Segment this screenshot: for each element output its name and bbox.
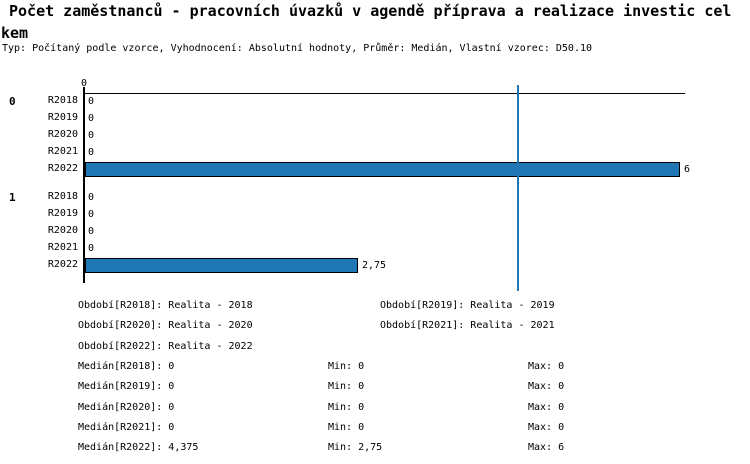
row-label: R2020: [47, 129, 78, 140]
legend-period-entry: Období[R2019]: Realita - 2019: [380, 300, 555, 311]
legend-stat-entry: Max: 0: [528, 381, 565, 392]
bar-value-label: 0: [88, 209, 95, 220]
row-label: R2019: [47, 112, 78, 123]
bar: [85, 162, 680, 177]
legend-stat-entry: Medián[R2021]: 0: [78, 422, 175, 433]
bar-value-label: 0: [88, 130, 95, 141]
legend-stat-entry: Max: 0: [528, 422, 565, 433]
chart-subtitle: Typ: Počítaný podle vzorce, Vyhodnocení:…: [2, 43, 593, 54]
legend-stat-entry: Min: 0: [328, 361, 365, 372]
legend-stat-entry: Min: 0: [328, 402, 365, 413]
legend-stat-entry: Min: 0: [328, 381, 365, 392]
legend-period-entry: Období[R2021]: Realita - 2021: [380, 320, 555, 331]
legend-stat-entry: Medián[R2020]: 0: [78, 402, 175, 413]
legend-stat-entry: Min: 0: [328, 422, 365, 433]
row-label: R2021: [47, 242, 78, 253]
bar-value-label: 0: [88, 147, 95, 158]
row-label: R2018: [47, 95, 78, 106]
legend-stat-entry: Max: 0: [528, 361, 565, 372]
bar-value-label: 0: [88, 243, 95, 254]
group-label: 0: [9, 95, 16, 108]
bar: [85, 258, 358, 273]
y-axis-line: [83, 87, 85, 283]
legend-stat-entry: Medián[R2018]: 0: [78, 361, 175, 372]
group-label: 1: [9, 191, 16, 204]
legend-stat-entry: Medián[R2022]: 4,375: [78, 442, 199, 453]
row-label: R2021: [47, 146, 78, 157]
bar-value-label: 0: [88, 226, 95, 237]
row-label: R2018: [47, 191, 78, 202]
row-label: R2022: [47, 163, 78, 174]
legend-stat-entry: Max: 0: [528, 402, 565, 413]
bar-value-label: 2,75: [362, 260, 387, 271]
legend-period-entry: Období[R2018]: Realita - 2018: [78, 300, 253, 311]
legend-period-entry: Období[R2022]: Realita - 2022: [78, 341, 253, 352]
legend-stat-entry: Medián[R2019]: 0: [78, 381, 175, 392]
chart-title-line1: Počet zaměstnanců - pracovních úvazků v …: [9, 2, 732, 20]
row-label: R2019: [47, 208, 78, 219]
x-axis-tick-label: 0: [80, 78, 88, 89]
bar-value-label: 0: [88, 113, 95, 124]
legend-period-entry: Období[R2020]: Realita - 2020: [78, 320, 253, 331]
row-label: R2022: [47, 259, 78, 270]
legend-stat-entry: Max: 6: [528, 442, 565, 453]
bar-value-label: 0: [88, 96, 95, 107]
plot-top-border: [84, 93, 685, 94]
row-label: R2020: [47, 225, 78, 236]
median-reference-line: [517, 85, 519, 291]
chart-title-line2: kem: [1, 24, 29, 42]
bar-value-label: 0: [88, 192, 95, 203]
legend-stat-entry: Min: 2,75: [328, 442, 383, 453]
bar-value-label: 6: [684, 164, 691, 175]
